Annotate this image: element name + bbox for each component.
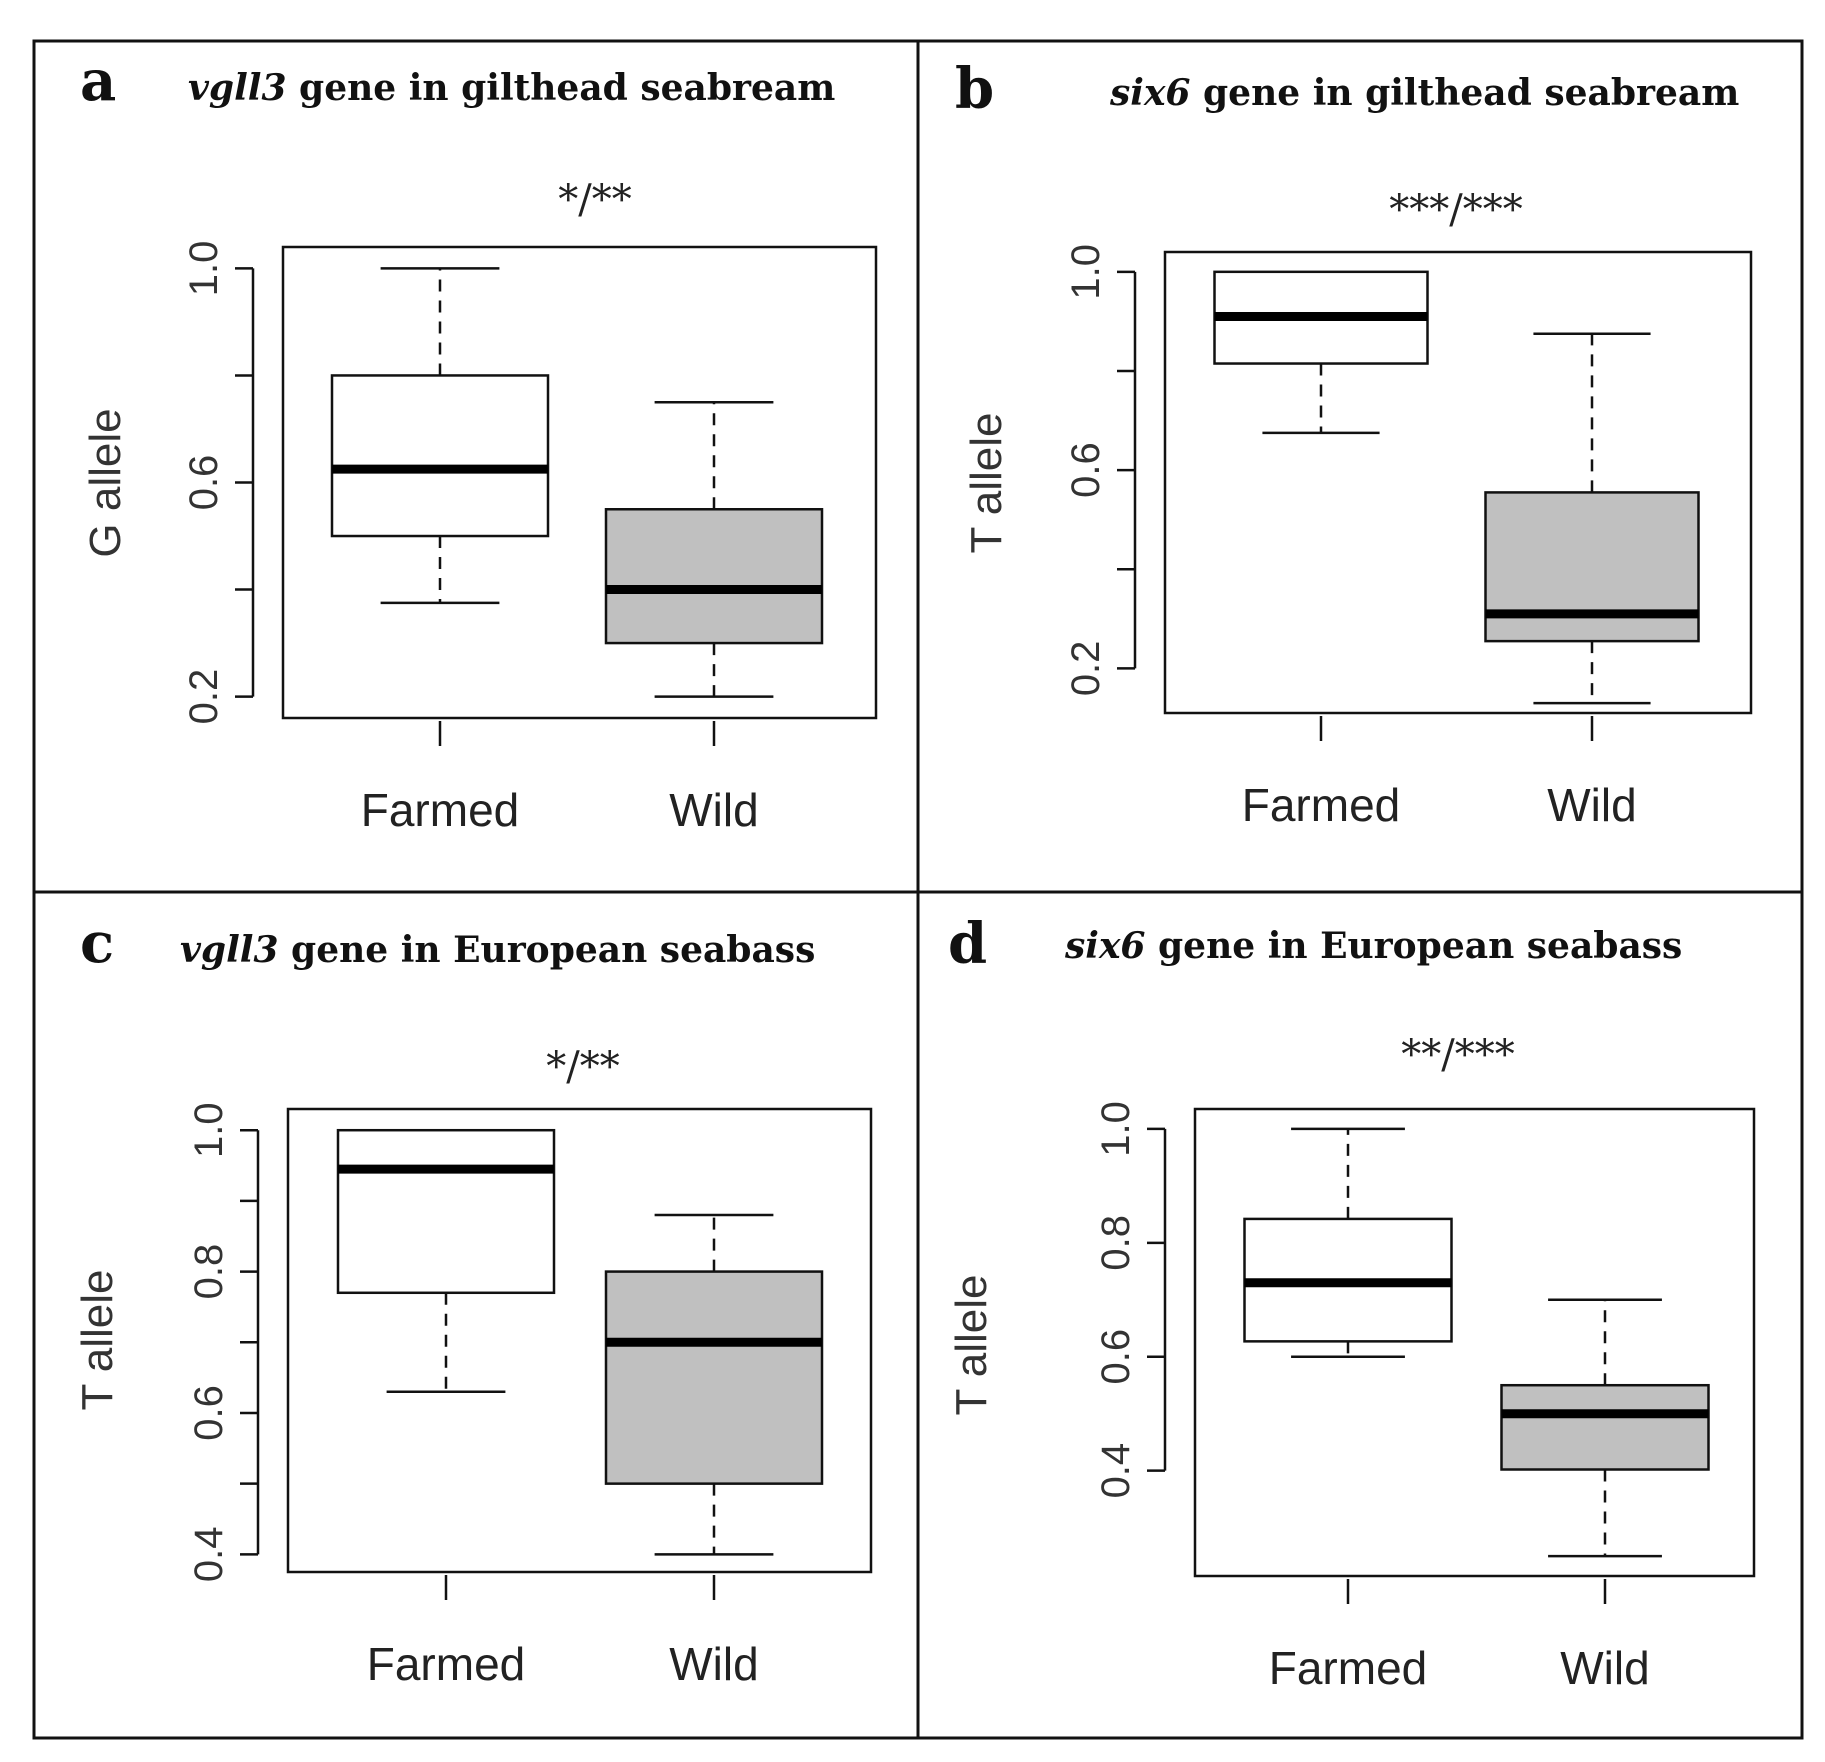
box-iqr [336, 1128, 556, 1295]
x-category-label: Farmed [1269, 1642, 1427, 1694]
panel-b: b six6 gene in gilthead seabream ***/***… [955, 56, 1753, 831]
y-axis-label: T allele [947, 1274, 996, 1415]
panel-title-rest: gene in gilthead seabream [287, 67, 836, 109]
plot-frame [1163, 250, 1753, 715]
x-category-label: Wild [669, 784, 758, 836]
y-tick-label: 0.4 [1094, 1443, 1138, 1499]
panel-letter: d [948, 911, 987, 977]
x-category-label: Wild [1547, 779, 1636, 831]
box-iqr [330, 374, 550, 538]
y-tick-label: 0.6 [1094, 1329, 1138, 1385]
panel-a: a vgll3 gene in gilthead seabream */** G… [80, 48, 878, 836]
box-iqr [604, 1270, 824, 1485]
box-iqr [604, 508, 824, 645]
plot-area: 0.2 0.6 1.0 Farmed Wild [1064, 244, 1753, 831]
y-tick-label: 0.6 [182, 455, 226, 511]
x-category-label: Farmed [1242, 779, 1400, 831]
y-tick-label: 0.6 [1064, 442, 1108, 498]
panel-letter: c [80, 910, 114, 976]
panel-title: vgll3 gene in European seabass [180, 929, 815, 971]
y-tick-label: 1.0 [187, 1102, 231, 1158]
plot-area: 0.4 0.6 0.8 1.0 Farmed Wild [187, 1102, 873, 1690]
plot-frame [1193, 1107, 1756, 1578]
y-tick-label: 0.6 [187, 1385, 231, 1441]
panel-title: six6 gene in gilthead seabream [1109, 72, 1739, 114]
x-category-label: Wild [1560, 1642, 1649, 1694]
plot-frame [286, 1107, 873, 1574]
panel-title-gene: vgll3 [188, 67, 287, 109]
significance-label: */** [546, 1044, 619, 1090]
panel-letter: b [955, 56, 994, 122]
y-tick-label: 1.0 [182, 241, 226, 297]
x-category-label: Farmed [367, 1638, 525, 1690]
y-tick-label: 0.2 [1064, 641, 1108, 697]
y-tick-label: 0.2 [182, 669, 226, 725]
panel-title-gene: six6 [1064, 925, 1145, 967]
plot-area: 0.2 0.6 1.0 Farmed Wild [182, 241, 878, 836]
y-tick-label: 0.4 [187, 1527, 231, 1583]
panel-title-rest: gene in European seabass [279, 929, 816, 971]
panel-title-rest: gene in gilthead seabream [1190, 72, 1739, 114]
panel-title-rest: gene in European seabass [1145, 925, 1682, 967]
significance-label: **/*** [1401, 1032, 1514, 1078]
box-iqr [1500, 1383, 1710, 1471]
plot-frame [281, 245, 878, 720]
x-category-label: Wild [669, 1638, 758, 1690]
y-tick-label: 0.8 [187, 1244, 231, 1300]
panel-title-gene: six6 [1109, 72, 1190, 114]
panel-title-gene: vgll3 [180, 929, 279, 971]
significance-label: ***/*** [1389, 187, 1522, 233]
y-tick-label: 1.0 [1064, 244, 1108, 300]
panel-letter: a [80, 48, 116, 114]
panel-title: six6 gene in European seabass [1064, 925, 1682, 967]
panel-d: d six6 gene in European seabass **/*** T… [947, 911, 1756, 1694]
x-category-label: Farmed [361, 784, 519, 836]
panel-c: c vgll3 gene in European seabass */** T … [73, 910, 873, 1690]
y-tick-label: 0.8 [1094, 1215, 1138, 1271]
panel-title: vgll3 gene in gilthead seabream [188, 67, 835, 109]
y-axis-label: G allele [81, 408, 130, 557]
y-tick-label: 1.0 [1094, 1101, 1138, 1157]
box-iqr [1484, 491, 1700, 643]
y-axis-label: T allele [962, 412, 1011, 553]
y-axis-label: T allele [73, 1269, 122, 1410]
significance-label: */** [558, 177, 631, 223]
plot-area: 0.4 0.6 0.8 1.0 Farmed Wild [1094, 1101, 1756, 1694]
